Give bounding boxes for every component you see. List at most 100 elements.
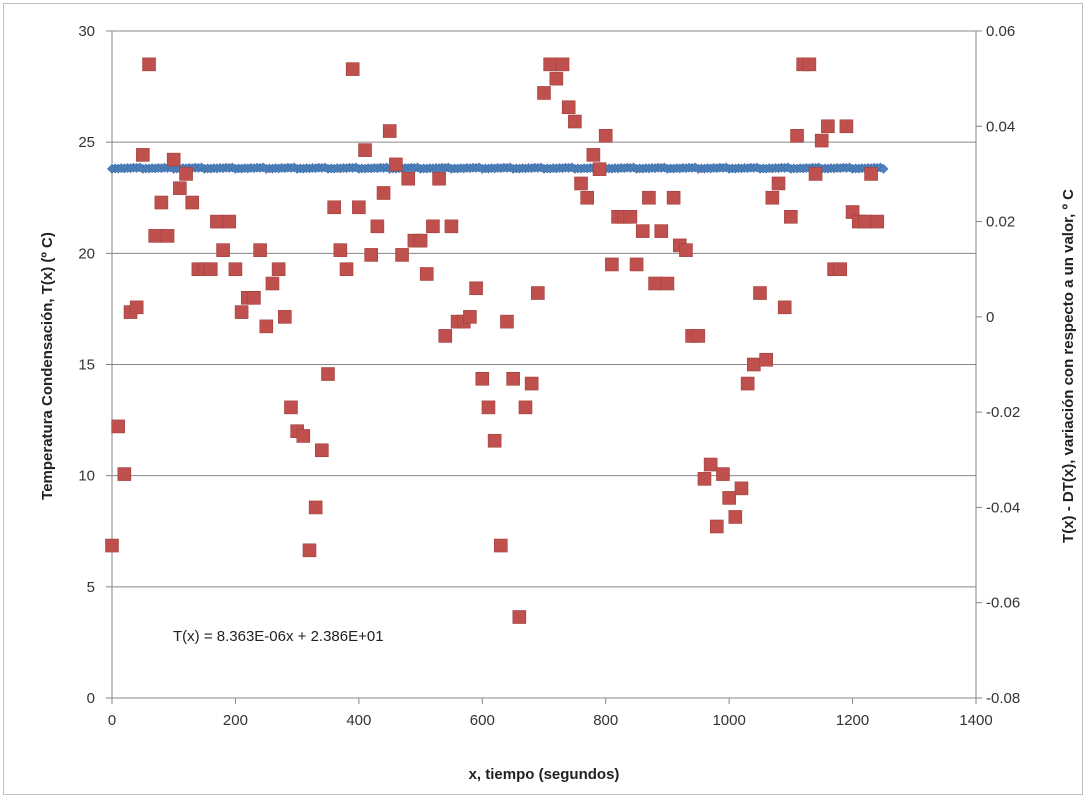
data-point-square [833,262,848,277]
data-point-square [839,119,854,134]
y-right-tick-label: -0.04 [986,499,1020,516]
data-point-square [370,219,385,234]
data-point-square [487,433,502,448]
data-point-square [302,543,317,558]
x-tick-label: 1400 [959,712,992,729]
data-point-square [296,429,311,443]
x-tick-label: 600 [470,712,495,729]
data-point-square [777,300,792,315]
y-left-tick-label: 25 [78,134,95,151]
data-point-square [512,610,527,624]
data-point-square [574,176,588,191]
data-point-square [228,262,243,277]
data-point-square [154,195,169,210]
data-point-square [493,538,508,553]
data-point-square [784,210,798,224]
data-point-square [419,267,434,281]
data-point-square [821,119,835,134]
data-point-square [333,243,348,257]
data-point-square [531,286,545,300]
data-point-square [605,257,619,272]
data-point-square [179,167,193,181]
data-point-square [549,71,564,86]
data-point-square [247,290,261,305]
series-variation [105,57,885,624]
data-point-square [148,229,162,243]
data-point-square [648,276,662,291]
data-point-square [481,400,496,415]
data-point-square [765,190,780,205]
data-point-square [463,310,477,324]
data-point-square [321,367,335,381]
data-point-square [561,100,576,115]
data-point-square [759,352,773,367]
data-point-square [537,86,551,100]
data-point-square [623,210,638,224]
y-right-tick-label: -0.06 [986,595,1020,612]
y-left-tick-label: 5 [87,579,95,596]
data-point-square [709,519,724,534]
data-point-square [740,376,755,391]
data-point-square [586,148,601,162]
data-point-square [259,319,274,334]
data-point-square [642,190,656,205]
data-point-square [284,400,298,415]
data-point-square [728,510,743,524]
data-point-square [864,167,878,181]
data-point-square [271,262,286,277]
x-tick-label: 800 [593,712,618,729]
tick-labels: 0 200 400 600 800 1000 1200 1400 0 5 10 15 20 25 30 -0.… [78,23,1020,729]
data-point-square [703,457,718,472]
x-tick-label: 400 [346,712,371,729]
data-point-square [216,243,230,257]
data-point-square [432,171,446,186]
data-point-square [697,472,712,486]
y-left-tick-label: 0 [87,690,95,707]
data-point-square [315,443,329,458]
data-point-square [518,400,533,415]
data-point-square [376,186,391,200]
y-right-tick-label: 0.04 [986,118,1015,135]
data-point-square [327,200,341,215]
x-tick-label: 1200 [836,712,869,729]
data-point-square [253,243,267,257]
data-point-square [629,257,644,272]
data-point-square [203,262,218,277]
data-point-square [858,214,872,229]
data-point-square [426,219,440,234]
y-right-tick-label: -0.08 [986,690,1020,707]
data-point-square [691,329,706,343]
data-point-diamond [878,163,889,174]
data-point-square [222,214,237,229]
data-point-square [210,214,224,229]
data-point-square [870,214,885,229]
data-point-square [265,276,280,291]
data-point-square [111,419,125,434]
data-point-square [580,190,595,205]
data-point-square [401,171,416,186]
y-right-tick-label: 0 [986,309,994,326]
data-point-square [129,300,144,315]
data-point-square [747,357,761,372]
regression-equation: T(x) = 8.363E-06x + 2.386E+01 [173,628,384,645]
data-point-square [438,329,453,343]
data-point-square [543,57,557,72]
data-point-square [173,181,187,196]
x-axis-title: x, tiempo (segundos) [469,766,620,783]
data-point-square [734,481,749,496]
data-point-square [160,229,175,243]
data-point-square [105,538,119,553]
axes [106,30,982,704]
y-axis-left-title: Temperatura Condensación, T(x) (º C) [39,232,56,500]
data-point-square [277,310,292,324]
data-point-square [679,243,693,257]
x-tick-label: 200 [223,712,248,729]
y-right-tick-label: 0.02 [986,214,1015,231]
y-axis-right-title: T(x) - DT(x), variación con respecto a u… [1060,189,1077,543]
data-point-square [364,248,379,262]
data-point-square [382,124,397,138]
data-point-square [185,195,200,210]
data-point-square [771,176,786,191]
data-point-square [716,467,730,481]
data-point-square [506,371,520,386]
